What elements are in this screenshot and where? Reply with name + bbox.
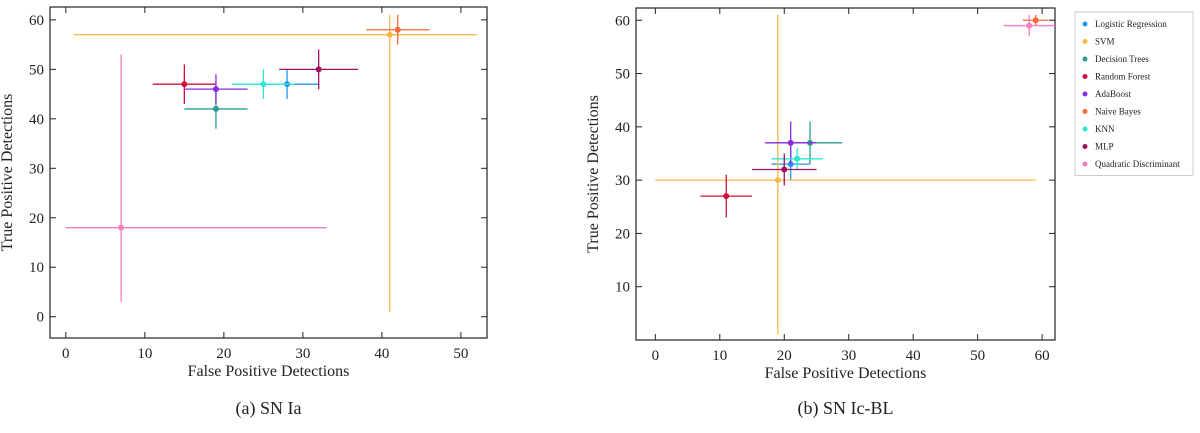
y-tick-label: 0 [37, 310, 45, 326]
x-tick-label: 20 [777, 348, 792, 364]
legend-label: Random Forest [1095, 72, 1151, 82]
y-tick-label: 40 [29, 112, 44, 128]
point [181, 81, 188, 88]
y-tick-label: 30 [615, 173, 630, 189]
point [1026, 22, 1033, 29]
y-axis-label: True Positive Detections [0, 94, 16, 252]
legend-marker [1082, 39, 1088, 44]
caption: (a) SN Ia [236, 398, 302, 419]
legend-label: AdaBoost [1095, 89, 1131, 99]
x-tick-label: 10 [137, 346, 152, 362]
legend-marker [1082, 144, 1088, 149]
y-tick-label: 50 [615, 67, 630, 83]
point [787, 139, 794, 146]
x-tick-label: 50 [970, 348, 985, 364]
legend-marker [1082, 109, 1088, 114]
x-tick-label: 20 [216, 346, 231, 362]
legend-marker [1082, 74, 1088, 79]
x-axis-label: False Positive Detections [188, 363, 350, 380]
y-tick-label: 40 [615, 120, 630, 136]
point [260, 81, 267, 88]
x-axis-label: False Positive Detections [765, 365, 927, 382]
legend-box [1074, 11, 1194, 176]
y-tick-label: 60 [615, 13, 630, 29]
point [781, 166, 788, 173]
y-tick-label: 20 [615, 226, 630, 242]
y-tick-label: 60 [29, 13, 44, 29]
point [212, 105, 219, 112]
point [315, 66, 322, 73]
x-tick-label: 50 [453, 346, 468, 362]
y-tick-label: 20 [29, 211, 44, 227]
legend-label: KNN [1095, 124, 1115, 134]
point [723, 193, 730, 200]
point [212, 86, 219, 93]
point [386, 31, 393, 38]
y-tick-label: 50 [29, 62, 44, 78]
legend-marker [1082, 161, 1088, 167]
point [794, 155, 801, 162]
x-tick-label: 60 [1035, 348, 1050, 364]
x-tick-label: 0 [652, 348, 660, 364]
legend-marker [1082, 91, 1088, 97]
legend-label: Quadratic Discriminant [1095, 159, 1180, 169]
legend-marker [1082, 126, 1088, 132]
point [1032, 17, 1039, 24]
legend-label: Decision Trees [1095, 54, 1149, 64]
plot-frame [635, 7, 1056, 341]
y-tick-label: 10 [29, 260, 44, 276]
plot-frame [49, 6, 488, 339]
point [118, 224, 125, 231]
point [394, 26, 401, 33]
legend-label: MLP [1095, 142, 1114, 152]
y-tick-label: 30 [29, 161, 44, 177]
legend-marker [1082, 21, 1088, 27]
caption: (b) SN Ic-BL [798, 398, 894, 419]
x-tick-label: 30 [295, 346, 310, 362]
x-tick-label: 40 [906, 348, 921, 364]
x-tick-label: 30 [841, 348, 856, 364]
legend-label: Naive Bayes [1095, 107, 1141, 117]
point [774, 177, 781, 184]
y-axis-label: True Positive Detections [585, 95, 602, 253]
legend-label: SVM [1095, 37, 1115, 47]
x-tick-label: 10 [712, 348, 727, 364]
x-tick-label: 0 [62, 346, 70, 362]
legend-label: Logistic Regression [1095, 19, 1167, 29]
x-tick-label: 40 [374, 346, 389, 362]
y-tick-label: 10 [615, 280, 630, 296]
legend-marker [1082, 56, 1088, 62]
